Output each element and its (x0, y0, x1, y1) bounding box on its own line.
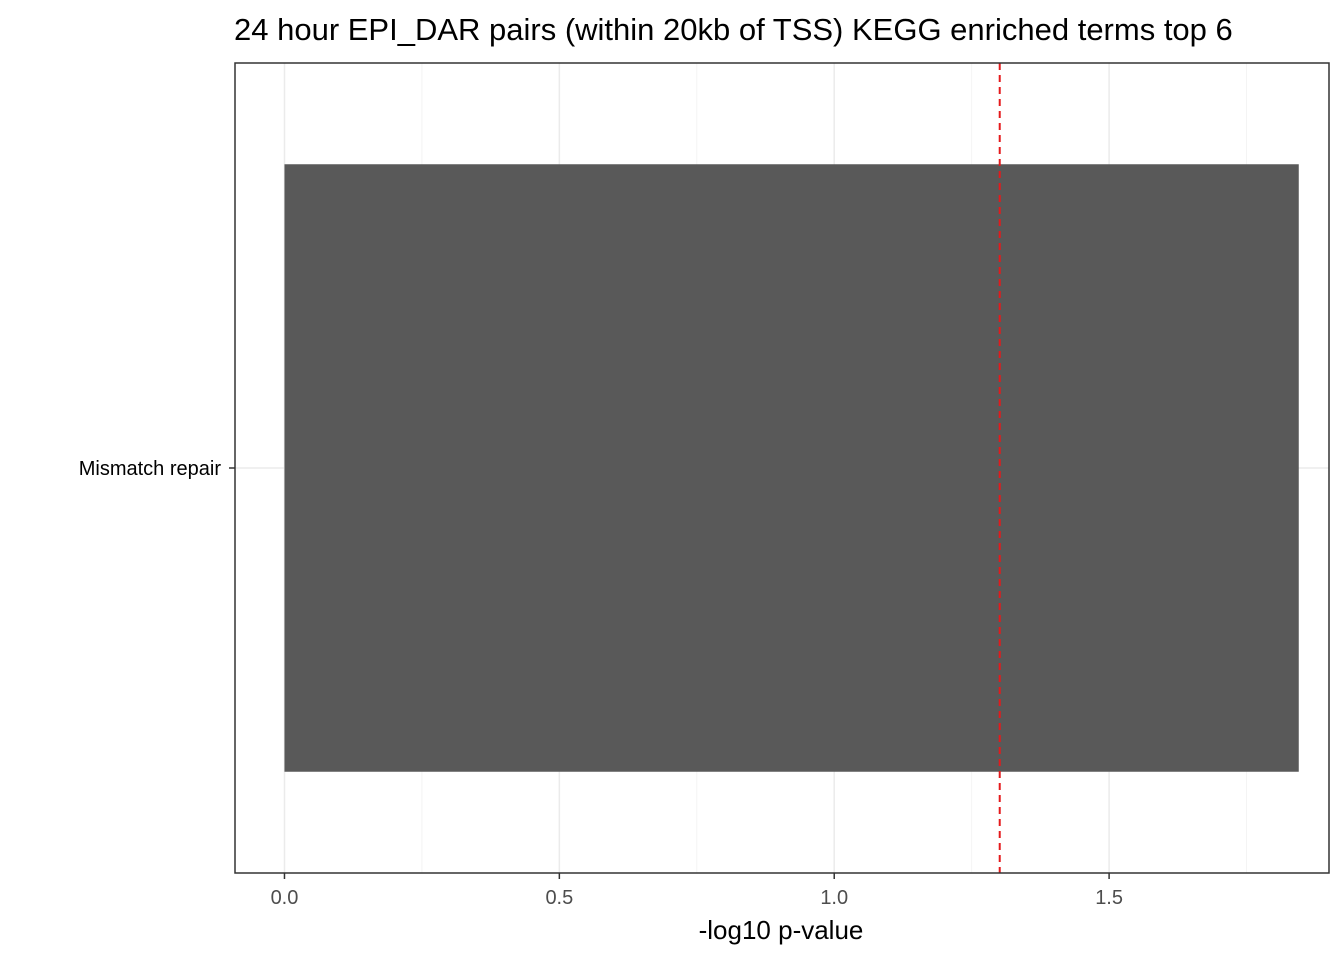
bars (284, 164, 1299, 772)
x-tick-label-1: 0.5 (545, 887, 573, 909)
y-tick-label-0: Mismatch repair (79, 458, 222, 480)
x-tick-label-0: 0.0 (271, 887, 299, 909)
x-axis: 0.0 0.5 1.0 1.5 (271, 873, 1123, 909)
y-axis: Mismatch repair (79, 458, 235, 480)
x-tick-label-3: 1.5 (1095, 887, 1123, 909)
x-axis-title: -log10 p-value (699, 915, 864, 945)
chart-title: 24 hour EPI_DAR pairs (within 20kb of TS… (234, 12, 1233, 47)
bar-0 (284, 164, 1299, 772)
x-tick-label-2: 1.0 (820, 887, 848, 909)
